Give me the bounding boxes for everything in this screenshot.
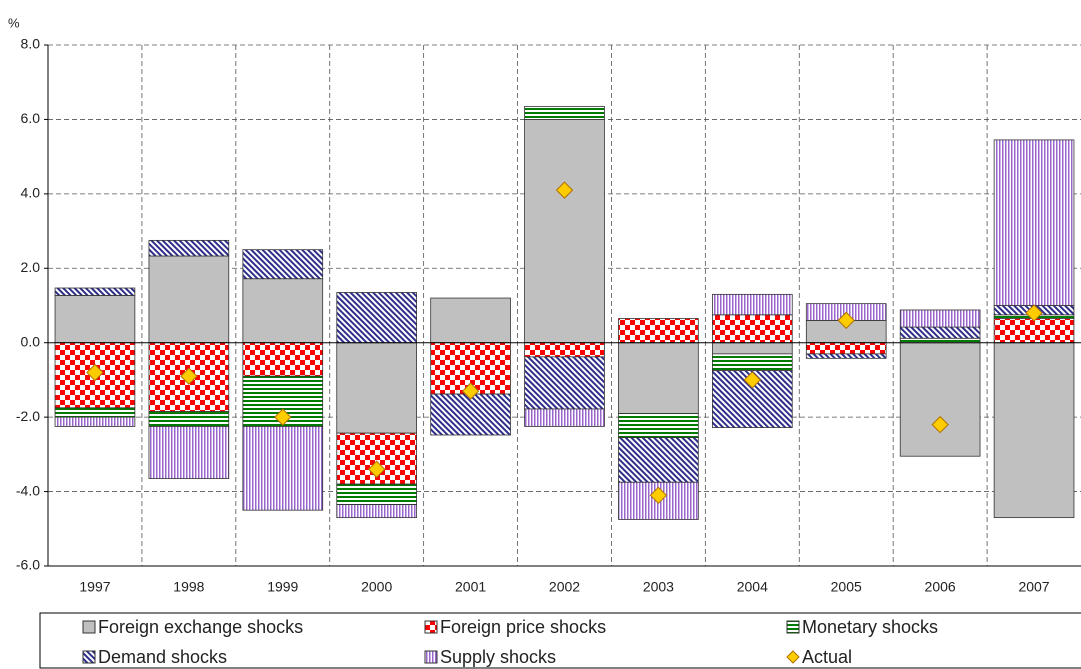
bar-segment (336, 292, 417, 344)
legend-swatch (82, 650, 96, 664)
bar-segment (993, 342, 1075, 519)
legend-label: Demand shocks (98, 647, 227, 667)
legend-swatch (786, 620, 800, 634)
bar-segment (712, 342, 793, 355)
bar-segment (524, 342, 605, 358)
y-tick-label: 4.0 (21, 185, 41, 201)
y-tick-label: -6.0 (16, 557, 40, 573)
bar-segment (805, 342, 887, 355)
y-tick-label: -4.0 (16, 482, 40, 498)
legend-swatch (82, 620, 96, 634)
bar-segment (524, 356, 605, 410)
bar-segment (899, 326, 981, 339)
y-tick-label: 6.0 (21, 110, 41, 126)
bar-segment (148, 239, 230, 257)
actual-marker (180, 367, 198, 385)
actual-marker (367, 460, 386, 478)
bar-segment (712, 353, 793, 372)
bar-segment (524, 408, 605, 427)
bar-segment (148, 255, 230, 344)
bar-segment (336, 342, 417, 434)
x-tick-label: 2005 (831, 579, 862, 595)
bar-segment (524, 106, 605, 120)
actual-marker (274, 408, 292, 426)
x-tick-label: 2007 (1018, 579, 1049, 595)
x-tick-label: 1997 (79, 579, 110, 595)
legend-box (39, 612, 1081, 669)
y-tick-label: 8.0 (21, 36, 41, 52)
legend-label: Foreign price shocks (440, 617, 606, 637)
legend-label: Foreign exchange shocks (98, 617, 303, 637)
bar-segment (54, 407, 136, 418)
bar-segment (899, 342, 981, 457)
legend-label: Supply shocks (440, 647, 556, 667)
bar-segment (993, 139, 1075, 306)
bar-segment (242, 426, 324, 511)
actual-marker (649, 486, 668, 505)
legend-swatch (424, 620, 438, 634)
actual-marker (86, 363, 104, 382)
bar-segment (712, 314, 793, 344)
x-tick-label: 2002 (549, 579, 580, 595)
bar-segment (430, 297, 511, 344)
bar-segment (430, 393, 511, 436)
bar-segment (54, 295, 136, 344)
bar-segment (242, 249, 324, 280)
y-tick-label: 2.0 (21, 259, 41, 275)
bar-segment (993, 318, 1075, 344)
legend-swatch (424, 650, 438, 664)
bar-segment (618, 342, 699, 414)
actual-marker (555, 181, 574, 199)
y-axis-label: % (8, 15, 20, 30)
bar-segment (524, 119, 605, 344)
x-tick-label: 2000 (361, 579, 392, 595)
legend-swatch (786, 650, 800, 664)
x-tick-label: 2006 (925, 579, 956, 595)
bar-segment (54, 416, 136, 427)
legend-label: Actual (802, 647, 852, 667)
actual-marker (743, 371, 762, 389)
bar-segment (618, 318, 699, 344)
actual-marker (1025, 304, 1043, 322)
bar-segment (618, 437, 699, 483)
bar-segment (618, 413, 699, 439)
bar-segment (54, 287, 136, 296)
x-tick-label: 2001 (455, 579, 486, 595)
actual-marker (837, 311, 855, 330)
x-tick-label: 1998 (173, 579, 204, 595)
bar-segment (242, 342, 324, 377)
x-tick-label: 1999 (267, 579, 298, 595)
bar-segment (805, 353, 887, 359)
bar-segment (899, 309, 981, 328)
bar-segment (242, 278, 324, 344)
bar-segment (899, 337, 981, 344)
bar-segment (336, 483, 417, 505)
y-tick-label: 0.0 (21, 333, 41, 349)
x-tick-label: 2004 (737, 579, 768, 595)
bar-segment (712, 293, 793, 316)
legend-label: Monetary shocks (802, 617, 938, 637)
x-tick-label: 2003 (643, 579, 674, 595)
actual-marker (461, 382, 480, 400)
bar-segment (148, 411, 230, 427)
actual-marker (931, 415, 949, 434)
bar-segment (336, 504, 417, 519)
bar-segment (148, 426, 230, 479)
y-tick-label: -2.0 (16, 408, 40, 424)
